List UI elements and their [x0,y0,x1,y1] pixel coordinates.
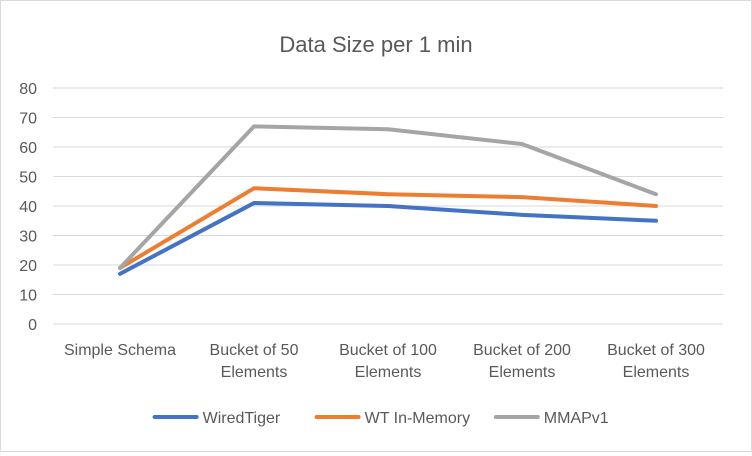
series-line-wt-in-memory [118,186,658,270]
legend-label: MMAPv1 [544,410,609,427]
y-tick-label: 20 [19,258,37,275]
chart-title: Data Size per 1 min [279,32,472,57]
legend-item: WT In-Memory [314,410,470,427]
x-tick-label: Bucket of 100 [339,342,437,359]
y-tick-label: 40 [19,199,37,216]
legend-label: WT In-Memory [365,410,470,427]
y-axis-tick-labels: 0 10 20 30 40 50 60 70 80 [19,81,37,334]
series-lines [118,124,658,276]
y-tick-label: 80 [19,81,37,98]
y-tick-label: 10 [19,288,37,305]
legend-item: WiredTiger [152,410,281,427]
legend-label: WiredTiger [203,410,281,427]
series-line-mmapv1 [118,124,658,270]
x-axis-tick-labels: Simple Schema Bucket of 50 Elements Bucket … [64,342,705,381]
x-tick-label: Bucket of 50 [210,342,299,359]
x-tick-label: Elements [489,364,556,381]
series-line-wiredtiger [118,201,658,276]
x-tick-label: Bucket of 200 [473,342,571,359]
x-tick-label: Elements [355,364,422,381]
x-tick-label: Simple Schema [64,342,176,359]
legend-item: MMAPv1 [493,410,609,427]
y-tick-label: 60 [19,140,37,157]
x-tick-label: Bucket of 300 [607,342,705,359]
y-tick-label: 0 [28,317,37,334]
legend: WiredTiger WT In-Memory MMAPv1 [152,410,609,427]
y-tick-label: 70 [19,111,37,128]
x-tick-label: Elements [623,364,690,381]
x-tick-label: Elements [221,364,288,381]
y-tick-label: 50 [19,170,37,187]
y-tick-label: 30 [19,229,37,246]
